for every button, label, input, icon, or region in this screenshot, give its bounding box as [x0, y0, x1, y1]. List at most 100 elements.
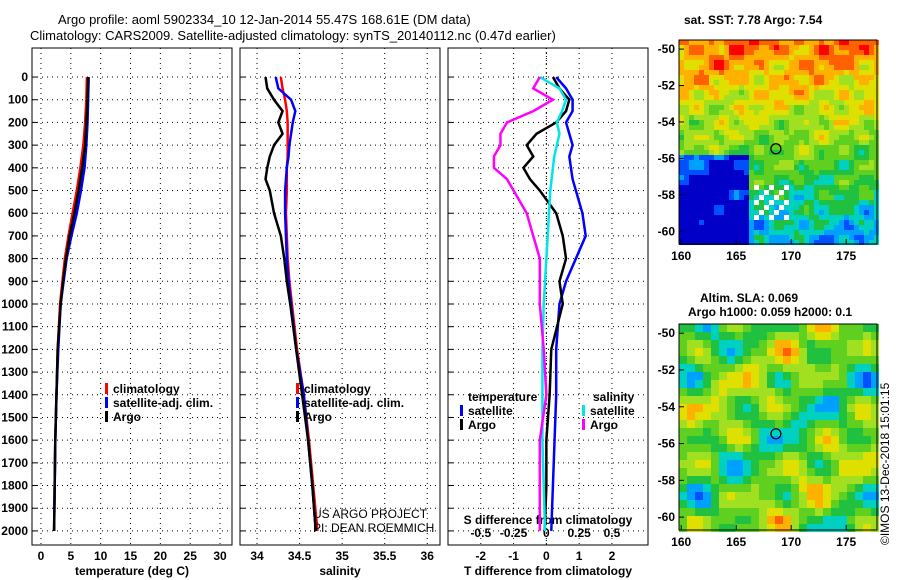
map-cell [704, 105, 709, 110]
map-cell [819, 45, 824, 50]
map-cell [704, 190, 709, 195]
map-cell [847, 436, 855, 444]
map-cell [774, 170, 779, 175]
map-cell [814, 200, 819, 205]
map-cell [774, 190, 779, 195]
map-cell [744, 240, 749, 245]
map-cell [774, 235, 779, 240]
map-cell [789, 50, 794, 55]
map-cell [799, 175, 804, 180]
map-cell [684, 160, 689, 165]
map-cell [714, 85, 719, 90]
map-cell [819, 105, 824, 110]
map-cell [804, 50, 809, 55]
map-cell [829, 235, 834, 240]
map-cell [729, 140, 734, 145]
map-cell [839, 230, 844, 235]
map-cell [774, 225, 779, 230]
map-cell [729, 65, 734, 70]
map-cell [764, 45, 769, 50]
map-cell [727, 356, 735, 364]
map-cell [783, 508, 791, 516]
map-cell [759, 380, 767, 388]
map-cell [743, 364, 751, 372]
map-cell [689, 175, 694, 180]
map-cell [834, 80, 839, 85]
map-cell [783, 388, 791, 396]
map-cell [869, 90, 874, 95]
map-cell [794, 45, 799, 50]
map-cell [719, 484, 727, 492]
map-cell [783, 324, 791, 332]
map-cell [869, 235, 874, 240]
map-cell [849, 60, 854, 65]
map-cell [695, 476, 703, 484]
map-cell [754, 145, 759, 150]
map-cell [769, 60, 774, 65]
map-cell [784, 205, 789, 210]
map-cell [869, 190, 874, 195]
map-cell [779, 230, 784, 235]
map-cell [799, 185, 804, 190]
map-cell [859, 85, 864, 90]
map-cell [679, 165, 684, 170]
map-cell [679, 70, 684, 75]
map-cell [719, 444, 727, 452]
map-cell [794, 180, 799, 185]
map-cell [704, 85, 709, 90]
map-cell [714, 95, 719, 100]
map-cell [769, 240, 774, 245]
map-cell [824, 90, 829, 95]
map-cell [703, 412, 711, 420]
map-cell [764, 200, 769, 205]
map-cell [754, 85, 759, 90]
map-cell [714, 185, 719, 190]
map-cell [694, 115, 699, 120]
map-cell [814, 135, 819, 140]
map-cell [834, 225, 839, 230]
map-cell [704, 130, 709, 135]
map-cell [709, 215, 714, 220]
map-cell [859, 110, 864, 115]
map-cell [855, 444, 863, 452]
map-cell [729, 150, 734, 155]
map-cell [749, 135, 754, 140]
map-cell [719, 340, 727, 348]
map-cell [804, 145, 809, 150]
map-cell [714, 150, 719, 155]
map-cell [784, 130, 789, 135]
map-cell [859, 175, 864, 180]
map-cell [689, 105, 694, 110]
map-cell [739, 240, 744, 245]
map-cell [724, 90, 729, 95]
map-cell [871, 420, 879, 428]
map-cell [744, 190, 749, 195]
map-cell [807, 452, 815, 460]
map-cell [694, 85, 699, 90]
map-cell [839, 185, 844, 190]
map-cell [807, 420, 815, 428]
s-diff-tick-label: 0.25 [567, 526, 591, 540]
map-cell [779, 165, 784, 170]
map-cell [687, 436, 695, 444]
map-cell [799, 165, 804, 170]
map-cell [824, 170, 829, 175]
map-cell [844, 45, 849, 50]
map-cell [784, 210, 789, 215]
map-cell [769, 170, 774, 175]
map-cell [814, 60, 819, 65]
map-cell [695, 396, 703, 404]
map-cell [779, 195, 784, 200]
map-cell [819, 125, 824, 130]
map-cell [819, 195, 824, 200]
map-cell [679, 85, 684, 90]
map-cell [714, 145, 719, 150]
map-cell [699, 115, 704, 120]
map-cell [864, 90, 869, 95]
map-cell [783, 516, 791, 524]
map-cell [864, 175, 869, 180]
map-cell [759, 145, 764, 150]
map-cell [794, 100, 799, 105]
map-cell [684, 150, 689, 155]
map-cell [834, 60, 839, 65]
